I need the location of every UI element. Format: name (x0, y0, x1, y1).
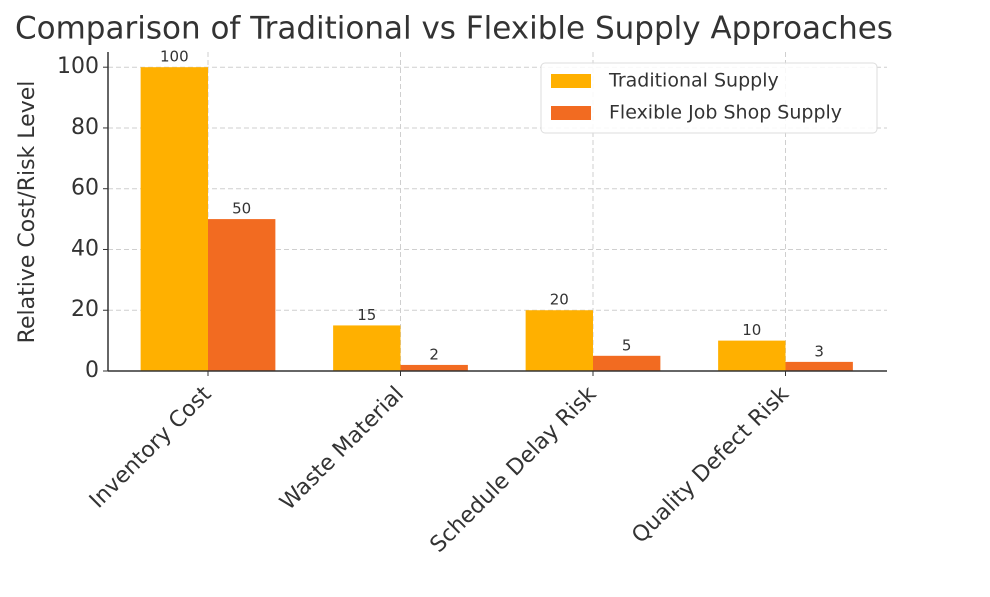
y-tick-label: 60 (71, 176, 99, 201)
x-tick-label: Schedule Delay Risk (426, 382, 602, 558)
legend-label: Flexible Job Shop Supply (609, 102, 842, 124)
value-label: 20 (550, 291, 569, 309)
bar (718, 340, 786, 371)
legend-label: Traditional Supply (608, 70, 779, 92)
x-tick-label: Waste Material (275, 382, 409, 516)
bar (208, 219, 276, 371)
value-label: 5 (622, 336, 632, 354)
bar (140, 67, 208, 371)
y-tick-label: 20 (71, 297, 99, 322)
y-tick-label: 0 (85, 358, 99, 383)
bar (785, 361, 853, 371)
chart-title: Comparison of Traditional vs Flexible Su… (15, 11, 893, 47)
x-tick-label: Quality Defect Risk (627, 382, 794, 549)
value-label: 50 (232, 200, 251, 218)
value-label: 2 (429, 345, 439, 363)
bar (400, 364, 468, 371)
y-tick-label: 40 (71, 236, 99, 261)
value-label: 15 (357, 306, 376, 324)
legend-swatch (551, 106, 591, 120)
y-tick-label: 80 (71, 115, 99, 140)
value-label: 10 (742, 321, 761, 339)
bar (525, 310, 593, 371)
legend-box (540, 62, 878, 134)
legend-swatch (551, 74, 591, 88)
bar (593, 355, 661, 371)
x-tick-label: Inventory Cost (85, 382, 217, 514)
bar (333, 325, 401, 371)
y-axis-label: Relative Cost/Risk Level (15, 81, 40, 344)
value-label: 100 (160, 48, 189, 66)
value-label: 3 (814, 342, 824, 360)
y-tick-label: 100 (57, 54, 99, 79)
